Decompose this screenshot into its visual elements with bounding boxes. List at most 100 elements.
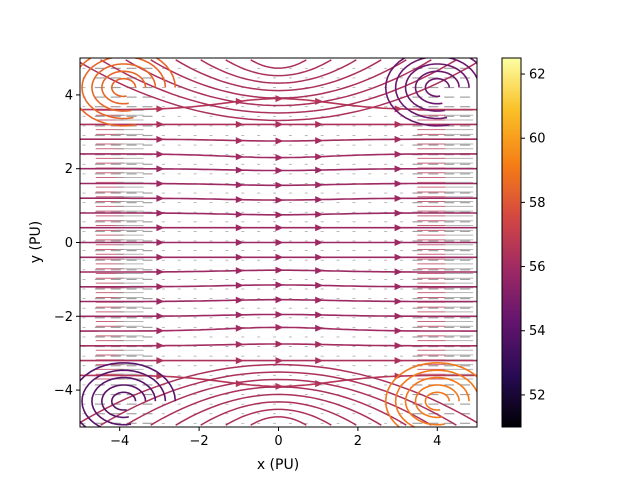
- streamline-arrow: [235, 166, 244, 174]
- streamline-arrow: [156, 209, 165, 217]
- vortex-streamline: [91, 376, 157, 426]
- streamline-arrow: [235, 380, 244, 388]
- streamline-arrow: [394, 165, 403, 173]
- y-tick-label: 0: [65, 236, 73, 251]
- streamline-arrow: [156, 120, 165, 128]
- y-tick-label: 2: [65, 162, 73, 177]
- x-tick-label: 0: [274, 434, 282, 449]
- streamline-arrow: [275, 340, 284, 348]
- y-tick-label: 4: [65, 88, 73, 103]
- streamline-arrow: [394, 239, 403, 246]
- streamline-arrow: [275, 253, 284, 261]
- x-axis-ticks: −4 −2 0 2 4: [110, 427, 441, 449]
- streamline-arrow: [315, 311, 324, 319]
- x-axis-label: x (PU): [257, 457, 299, 473]
- colorbar-tick-label: 62: [529, 68, 546, 83]
- streamline-arrow: [394, 327, 403, 335]
- vortex-streamline: [384, 58, 477, 127]
- plot-area: [80, 58, 477, 427]
- vortex-streamline: [110, 77, 137, 98]
- vortex-streamline: [404, 63, 470, 112]
- streamline-arrow: [315, 210, 324, 218]
- streamline-arrow: [156, 312, 165, 320]
- colorbar-tick-label: 52: [529, 388, 546, 403]
- streamline-arrow: [235, 153, 244, 161]
- streamline-arrow: [275, 296, 284, 304]
- streamline-arrow: [394, 194, 403, 202]
- streamline-arrow: [394, 283, 403, 291]
- colorbar-ticks: 52 54 56 58 60 62: [521, 68, 546, 403]
- streamline-arrow: [235, 267, 244, 275]
- y-axis-ticks: −4 −2 0 2 4: [54, 88, 80, 399]
- streamline-arrow: [315, 153, 324, 161]
- streamline-arrow: [394, 224, 403, 232]
- streamline-arrow: [315, 253, 324, 261]
- streamline-arrow: [235, 357, 244, 365]
- streamline-arrow: [394, 297, 403, 305]
- streamline-arrow: [394, 312, 403, 320]
- streamline-arrow: [275, 266, 284, 274]
- streamline-arrow: [156, 194, 165, 202]
- streamline-arrow: [394, 120, 403, 128]
- streamline-arrow: [156, 135, 165, 143]
- streamline-arrow: [156, 253, 165, 261]
- y-axis-label: y (PU): [28, 221, 44, 263]
- streamline-arrow: [315, 357, 324, 365]
- edge-streamline: [100, 59, 457, 114]
- streamline-arrow: [156, 297, 165, 305]
- streamline-arrow: [156, 224, 165, 232]
- edge-streamline: [225, 59, 332, 77]
- streamline-arrow: [275, 224, 284, 232]
- vortex-streamline: [414, 384, 460, 419]
- edge-streamline: [125, 378, 432, 426]
- streamline-arrow: [235, 97, 244, 105]
- streamline-arrow: [156, 327, 165, 335]
- vortex-streamline: [424, 77, 450, 98]
- streamline-arrow: [235, 340, 244, 348]
- streamline-arrow: [394, 357, 403, 365]
- corner-vortices: [80, 58, 477, 427]
- streamline-arrow: [315, 296, 324, 304]
- streamline-arrow: [235, 181, 244, 189]
- streamline-arrow: [275, 181, 284, 189]
- vortex-streamline: [414, 70, 460, 105]
- vortex-streamline: [110, 391, 137, 411]
- streamline-arrow: [275, 196, 284, 204]
- streamline-arrow: [156, 342, 165, 350]
- vortex-streamline: [100, 384, 147, 419]
- colorbar-tick-label: 60: [529, 132, 546, 147]
- streamline-arrow: [275, 281, 284, 289]
- streamline-arrow: [315, 137, 324, 145]
- streamline-arrow: [235, 120, 244, 128]
- streamline-arrow: [156, 180, 165, 188]
- streamline-arrow: [315, 224, 324, 232]
- edge-streamline: [175, 59, 382, 92]
- streamline-arrow: [156, 239, 165, 246]
- edge-streamline: [125, 59, 432, 107]
- edge-streamline: [80, 363, 477, 424]
- colorbar-tick-label: 54: [529, 324, 546, 339]
- streamline-arrow: [275, 239, 284, 246]
- streamline-arrow: [394, 150, 403, 158]
- vortex-streamline: [91, 63, 157, 112]
- vortex-streamline: [80, 58, 177, 127]
- streamline-arrow: [156, 357, 165, 365]
- vortex-streamline: [424, 391, 450, 411]
- streamline-arrow: [394, 180, 403, 188]
- streamline-arrow: [235, 296, 244, 304]
- streamline-arrow: [156, 105, 165, 113]
- streamline-arrow: [315, 196, 324, 204]
- x-tick-label: −4: [110, 434, 129, 449]
- streamline-arrow: [235, 196, 244, 204]
- streamline-arrow: [235, 137, 244, 145]
- vortex-streamline: [81, 58, 167, 120]
- streamline-arrow: [275, 154, 284, 162]
- edge-streamline: [200, 401, 357, 426]
- streamline-arrow: [275, 137, 284, 145]
- streamline-arrow: [235, 210, 244, 218]
- colorbar-gradient: [501, 57, 522, 428]
- streamlines: [80, 59, 477, 426]
- streamline-arrow: [156, 268, 165, 276]
- streamline-arrow: [315, 267, 324, 275]
